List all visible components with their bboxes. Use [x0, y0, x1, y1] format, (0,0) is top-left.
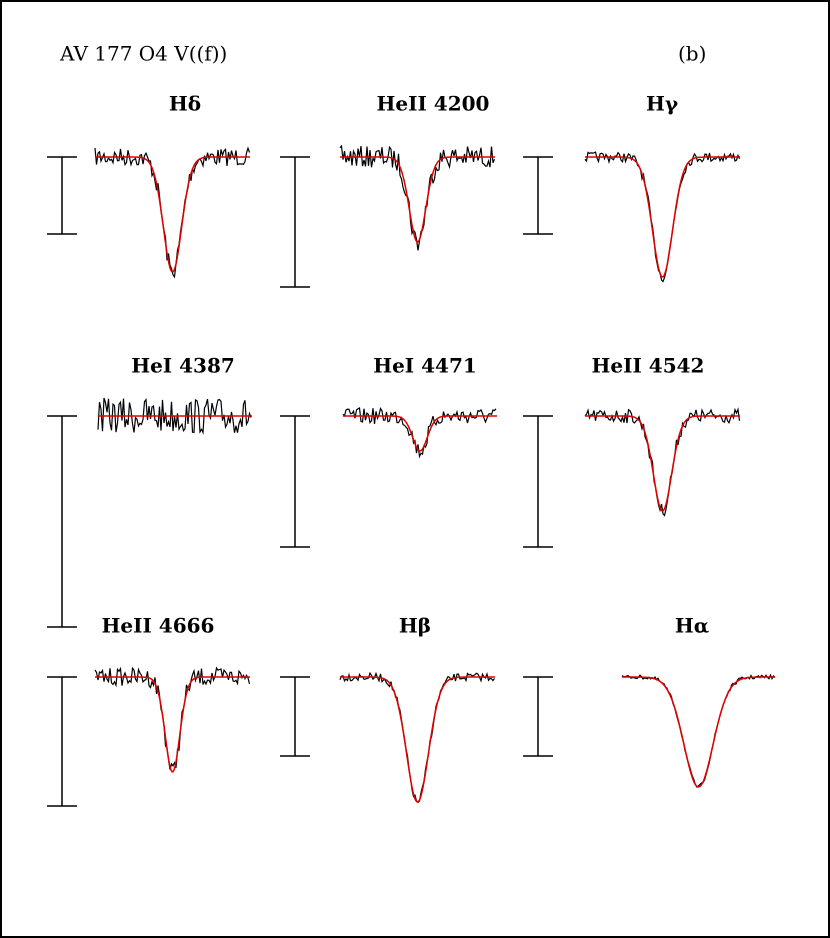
model-spectrum	[95, 156, 250, 273]
observed-spectrum	[584, 407, 741, 517]
line-label: Hβ	[399, 614, 431, 638]
line-label: HeI 4471	[373, 354, 477, 378]
scale-bar	[523, 676, 553, 757]
model-spectrum	[585, 415, 740, 512]
scale-bar	[280, 676, 310, 757]
model-spectrum	[343, 415, 497, 452]
observed-spectrum	[342, 407, 497, 459]
line-label: Hγ	[646, 92, 679, 116]
scale-bar	[280, 156, 310, 288]
observed-spectrum	[339, 144, 496, 251]
line-label: HeI 4387	[131, 354, 235, 378]
figure-title: AV 177 O4 V((f))	[59, 42, 227, 66]
line-label: HeII 4542	[592, 354, 705, 378]
scale-bar	[47, 415, 77, 628]
scale-bar	[47, 676, 77, 807]
model-spectrum	[340, 156, 495, 243]
panel-label: (b)	[678, 42, 706, 66]
model-spectrum	[585, 156, 740, 278]
scale-bar	[47, 156, 77, 235]
model-spectrum	[340, 676, 495, 803]
line-label: Hα	[675, 614, 709, 638]
model-spectrum	[95, 676, 250, 773]
scale-bar	[280, 415, 310, 548]
line-label: HeII 4666	[102, 614, 215, 638]
line-label: HeII 4200	[377, 92, 490, 116]
observed-spectrum	[621, 673, 776, 788]
observed-spectrum	[94, 666, 251, 770]
scale-bar	[523, 415, 553, 548]
line-label: Hδ	[169, 92, 201, 116]
scale-bar	[523, 156, 553, 235]
model-spectrum	[622, 676, 775, 788]
